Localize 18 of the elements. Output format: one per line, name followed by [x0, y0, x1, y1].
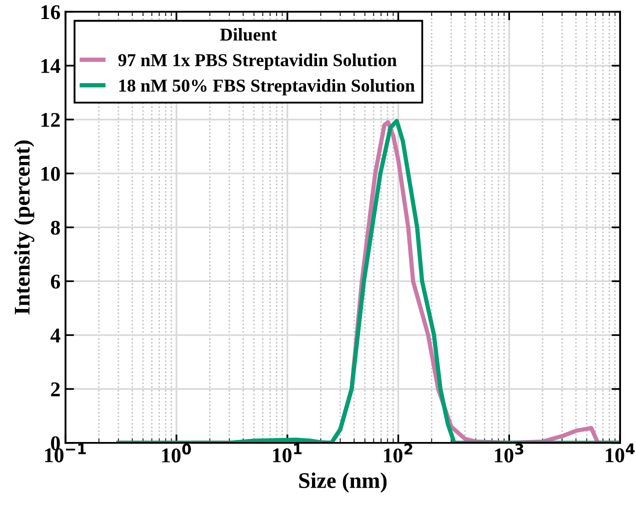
- y-tick-label: 4: [50, 328, 60, 342]
- x-tick-label: 10$^{2}$: [384, 444, 412, 463]
- y-axis-title: Intensity (percent): [14, 140, 34, 314]
- x-tick-label: 10$^{0}$: [162, 444, 191, 463]
- y-tick-label: 14: [41, 59, 60, 73]
- x-tick-label: 10$^{1}$: [273, 444, 302, 462]
- y-tick-label: 10: [41, 166, 60, 181]
- y-tick-label: 16: [41, 5, 60, 20]
- x-axis-title: Size (nm): [299, 472, 387, 493]
- y-tick-label: 8: [50, 220, 60, 235]
- x-tick-label: 10$^{3}$: [494, 444, 524, 463]
- legend-label: 97 nM 1x PBS Streptavidin Solution: [118, 54, 397, 70]
- y-tick-label: 12: [41, 112, 60, 127]
- x-tick-label: 10$^{4}$: [606, 444, 635, 462]
- legend-label: 18 nM 50% FBS Streptavidin Solution: [119, 79, 415, 96]
- y-tick-label: 6: [50, 274, 60, 289]
- y-tick-label: 2: [51, 382, 60, 396]
- legend-title: Diluent: [220, 28, 277, 41]
